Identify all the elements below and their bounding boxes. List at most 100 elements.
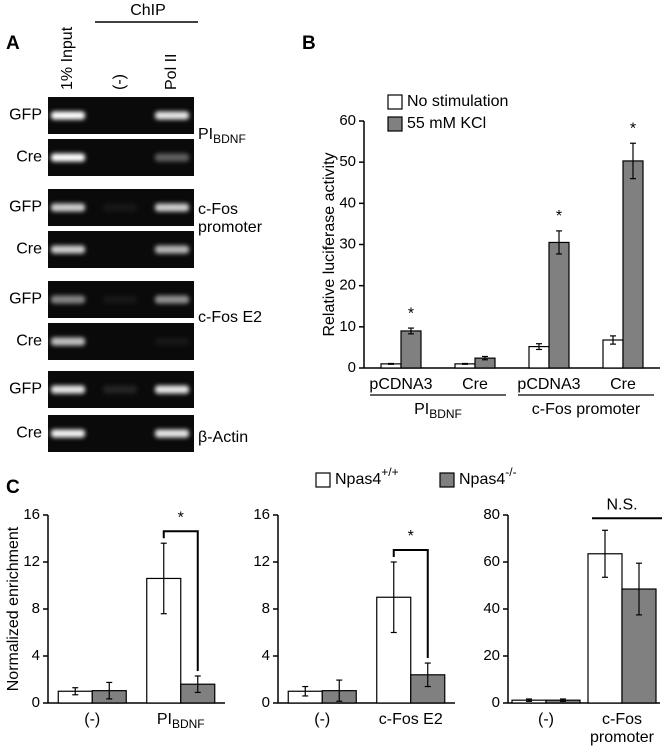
y-tick-label: 60: [483, 553, 500, 570]
comparison-label: *: [408, 528, 414, 545]
y-tick-label: 30: [339, 235, 356, 252]
y-tick-label: 0: [492, 694, 500, 711]
significance-label: *: [408, 305, 414, 322]
gel-group-label-main: PI: [198, 126, 213, 143]
y-tick-label: 12: [253, 553, 270, 570]
legend-swatch: [439, 472, 455, 488]
row-label: GFP: [9, 291, 42, 308]
legend-swatch: [315, 472, 331, 488]
y-tick-label: 0: [348, 359, 356, 376]
y-axis-label: Relative luciferase activity: [321, 152, 338, 336]
comparison-bracket: [392, 549, 429, 659]
gel-group-label: c-Fos E2: [198, 309, 262, 326]
y-tick-label: 50: [339, 153, 356, 170]
x-tick-label: pCDNA3: [369, 376, 432, 393]
x-tick-label-sub: BDNF: [172, 717, 205, 731]
y-tick-label: 20: [339, 277, 356, 294]
x-tick-label-main: PI: [157, 711, 172, 728]
gel-band: [51, 111, 85, 120]
legend-sup: -/-: [505, 465, 516, 479]
legend-label: No stimulation: [407, 93, 508, 110]
gel-group-label: c-Fos: [198, 201, 238, 218]
y-tick-label: 16: [253, 506, 270, 523]
y-tick-label: 0: [262, 694, 270, 711]
legend-name: 55 mM KCl: [407, 115, 486, 132]
group-label-sub: BDNF: [429, 407, 462, 421]
row-label: Cre: [16, 333, 42, 350]
y-tick-label: 8: [32, 600, 40, 617]
row-label: GFP: [9, 199, 42, 216]
x-tick-label: (-): [314, 711, 330, 728]
chip-header: ChIP: [130, 2, 166, 19]
lane-label: 1% Input: [59, 26, 76, 90]
row-label: Cre: [16, 149, 42, 166]
y-tick-label: 4: [32, 647, 40, 664]
gel-band: [155, 153, 189, 162]
legend-swatch: [387, 94, 403, 110]
comparison-label: N.S.: [606, 496, 637, 513]
gel-band: [155, 337, 189, 346]
row-label: GFP: [9, 107, 42, 124]
lane-label: Pol II: [163, 54, 180, 90]
legend-name: Npas4: [459, 471, 505, 488]
legend-swatch: [387, 116, 403, 132]
group-label-main: PI: [414, 401, 429, 418]
y-tick-label: 4: [262, 647, 270, 664]
y-tick-label: 60: [339, 112, 356, 129]
gel-band: [51, 295, 85, 304]
gel-band: [51, 337, 85, 346]
legend-name: No stimulation: [407, 93, 508, 110]
legend-label: Npas4+/+: [335, 465, 399, 488]
gel-group-label: promoter: [198, 219, 263, 236]
legend-sup: +/+: [381, 465, 398, 479]
gel-band: [155, 203, 189, 212]
group-label: PIBDNF: [414, 401, 462, 421]
row-label: Cre: [16, 241, 42, 258]
y-tick-label: 20: [483, 647, 500, 664]
x-tick-label: promoter: [590, 729, 655, 746]
gel-band: [155, 385, 189, 394]
y-axis-label: Normalized enrichment: [5, 526, 22, 691]
bar: [621, 588, 657, 704]
y-tick-label: 40: [339, 194, 356, 211]
bar: [400, 330, 422, 369]
x-tick-label: (-): [84, 711, 100, 728]
bar: [548, 241, 570, 369]
gel-band: [51, 245, 85, 254]
x-tick-label: pCDNA3: [517, 376, 580, 393]
x-tick-label: c-Fos: [602, 711, 642, 728]
y-tick-label: 40: [483, 600, 500, 617]
panel-label: A: [6, 33, 20, 54]
gel-band: [51, 385, 85, 394]
legend-label: Npas4-/-: [459, 465, 517, 488]
x-tick-label: Cre: [610, 376, 636, 393]
gel-group-label: β-Actin: [198, 429, 248, 446]
group-label: c-Fos promoter: [532, 401, 641, 418]
gel-band: [155, 111, 189, 120]
bar: [622, 160, 644, 369]
legend-label: 55 mM KCl: [407, 115, 486, 132]
gel-band: [103, 385, 137, 394]
legend-name: Npas4: [335, 471, 381, 488]
row-label: GFP: [9, 381, 42, 398]
gel-band: [51, 429, 85, 438]
gel-band: [51, 153, 85, 162]
gel-band: [155, 295, 189, 304]
row-label: Cre: [16, 425, 42, 442]
gel-group-label: PIBDNF: [198, 126, 246, 146]
gel-band: [103, 295, 137, 304]
gel-group-label-sub: BDNF: [213, 132, 246, 146]
x-tick-label: Cre: [462, 376, 488, 393]
lane-label: (-): [111, 74, 128, 90]
y-tick-label: 12: [23, 553, 40, 570]
comparison-bracket: [162, 530, 199, 671]
gel-band: [155, 245, 189, 254]
significance-label: *: [630, 120, 636, 137]
panel-label: C: [6, 477, 20, 498]
y-tick-label: 16: [23, 506, 40, 523]
y-tick-label: 0: [32, 694, 40, 711]
x-tick-label: (-): [538, 711, 554, 728]
y-tick-label: 8: [262, 600, 270, 617]
x-tick-label: c-Fos E2: [379, 711, 443, 728]
